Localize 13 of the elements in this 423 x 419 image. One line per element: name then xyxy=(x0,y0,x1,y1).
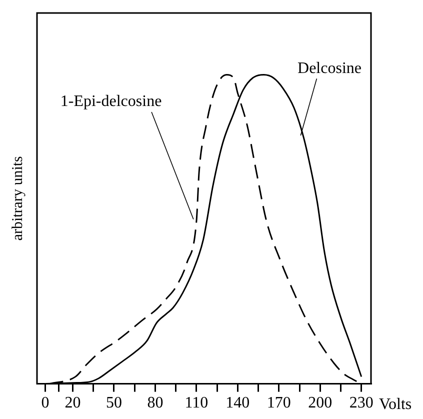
x-tick-label: 110 xyxy=(184,394,208,412)
x-tick-label: 0 xyxy=(41,394,50,412)
x-tick-label: 230 xyxy=(349,394,374,412)
x-tick-label: 50 xyxy=(106,394,122,412)
x-tick-label: 170 xyxy=(266,394,291,412)
x-tick-label: 200 xyxy=(308,394,332,412)
x-tick-label: 80 xyxy=(147,394,164,412)
x-tick-label: 20 xyxy=(64,394,81,412)
x-tick-label: 140 xyxy=(226,394,250,412)
text: 1-Epi-delcosine xyxy=(60,93,162,110)
x-axis-title: Volts xyxy=(379,396,412,414)
series-label: Delcosine xyxy=(298,60,362,77)
y-axis-title: arbitrary units xyxy=(10,156,26,241)
